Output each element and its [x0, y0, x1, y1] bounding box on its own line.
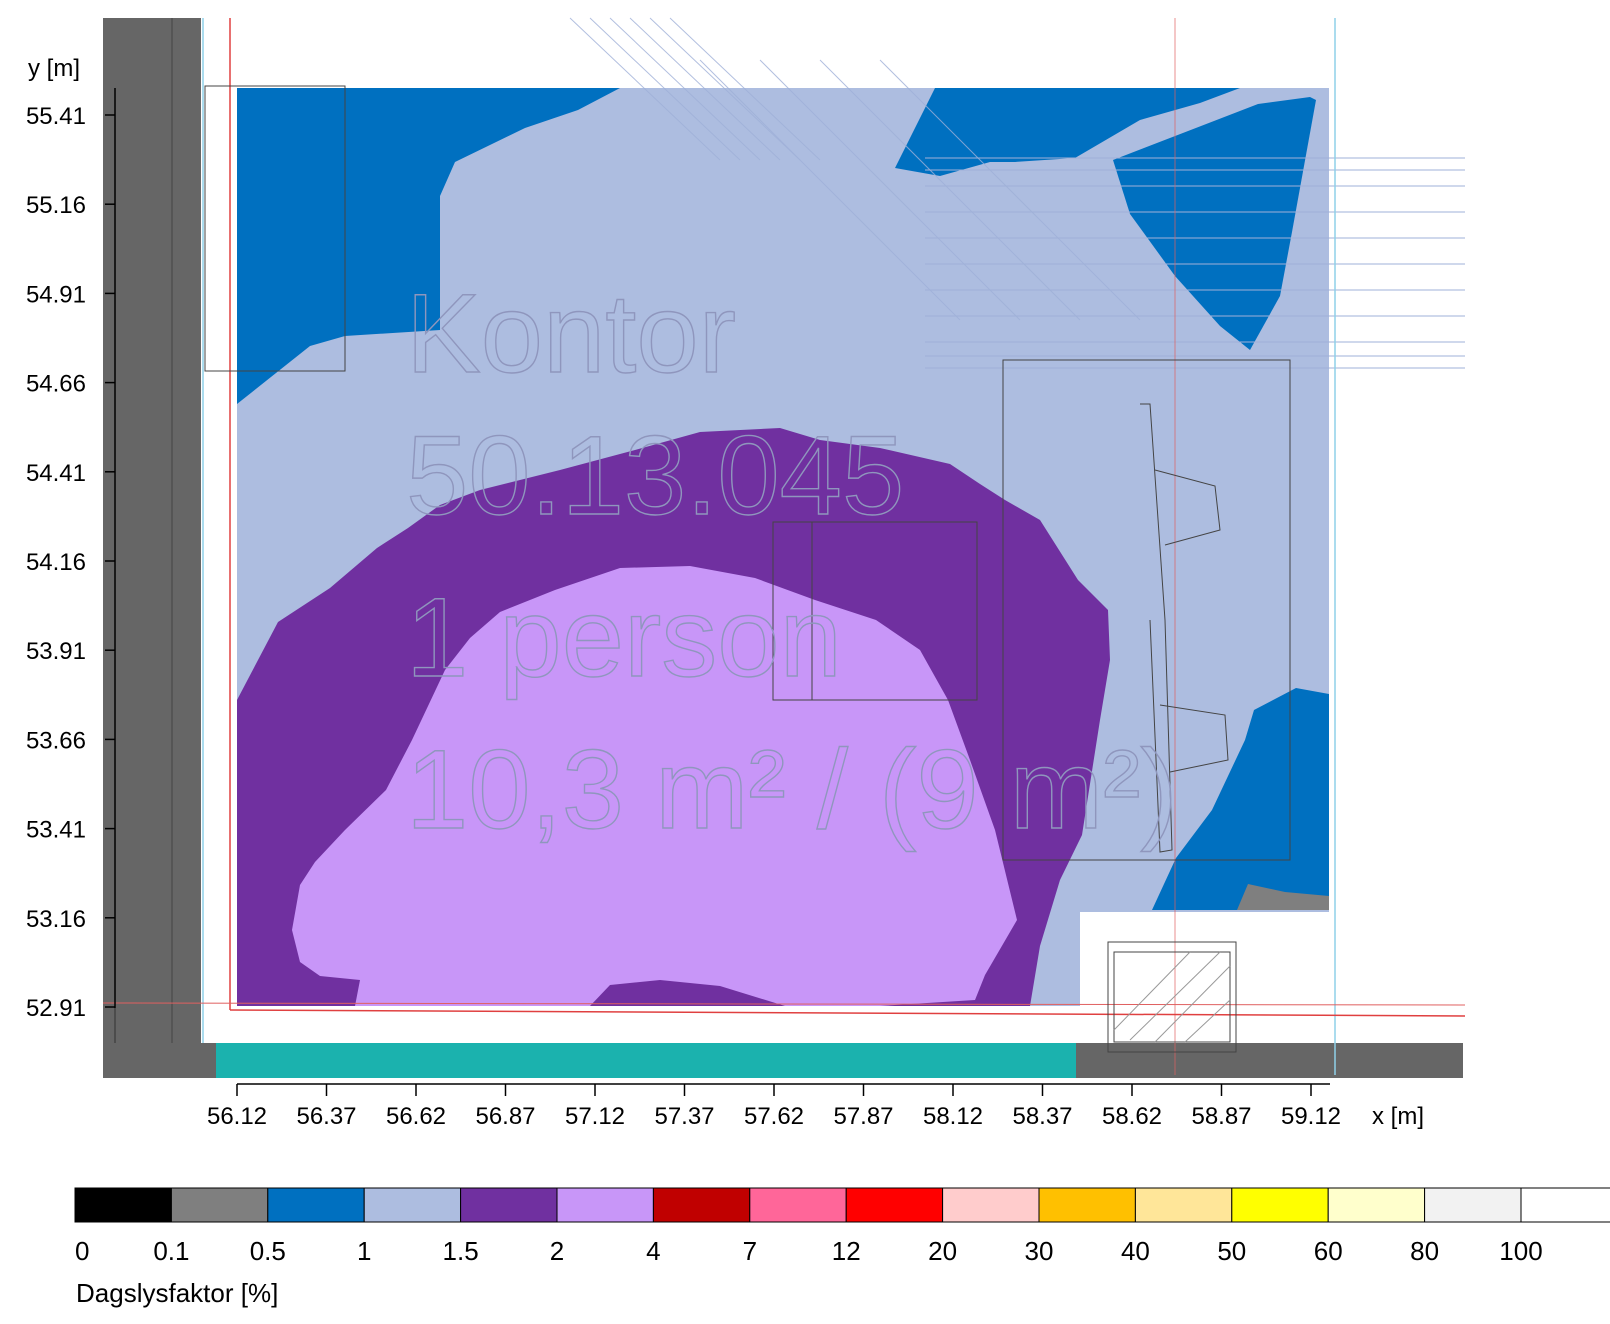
legend-swatch	[845, 1187, 944, 1223]
legend-tick-label: 0	[75, 1236, 89, 1266]
x-tick-label: 58.62	[1102, 1103, 1162, 1130]
y-axis-ticks: 55.41 55.16 54.91 54.66 54.41 54.16 53.91 53.66…	[26, 103, 115, 1022]
legend-swatch	[1327, 1187, 1426, 1223]
room-number: 50.13.045	[406, 413, 904, 538]
x-tick-label: 56.12	[207, 1103, 267, 1130]
legend-swatch	[1038, 1187, 1136, 1223]
legend-tick-label: 0.1	[153, 1236, 189, 1266]
y-tick-label: 55.41	[26, 103, 86, 130]
legend-tick-label: 40	[1121, 1236, 1150, 1266]
y-tick-label: 52.91	[26, 995, 86, 1022]
legend-labels: 0 0.1 0.5 1 1.5 2 4 7 12 20 30 40 50 60 80 100	[75, 1236, 1543, 1266]
x-axis-title: x [m]	[1372, 1103, 1424, 1130]
legend-tick-label: 4	[646, 1236, 660, 1266]
legend-title: Dagslysfaktor [%]	[76, 1278, 278, 1308]
legend-swatch	[363, 1187, 462, 1223]
y-tick-label: 54.91	[26, 281, 86, 308]
x-tick-label: 56.62	[386, 1103, 446, 1130]
y-tick-label: 53.91	[26, 638, 86, 665]
legend-swatch	[749, 1187, 847, 1223]
x-tick-label: 56.87	[475, 1103, 535, 1130]
y-tick-label: 54.66	[26, 371, 86, 398]
x-tick-label: 58.37	[1012, 1103, 1072, 1130]
legend-swatch	[652, 1187, 751, 1223]
legend-swatch	[74, 1187, 172, 1223]
legend-swatch	[556, 1187, 654, 1223]
legend-swatch	[1520, 1187, 1610, 1223]
legend-swatch	[1424, 1187, 1522, 1223]
legend-tick-label: 80	[1410, 1236, 1439, 1266]
zone-0.5-1-topleft	[237, 88, 620, 404]
legend-swatch	[267, 1187, 365, 1223]
y-axis-title: y [m]	[28, 55, 80, 82]
x-tick-label: 58.12	[923, 1103, 983, 1130]
wall-left	[103, 18, 201, 1078]
zone-0.5-1-right	[1113, 97, 1316, 350]
legend-tick-label: 20	[928, 1236, 957, 1266]
glazing-strip	[216, 1043, 1076, 1078]
room-name: Kontor	[406, 271, 736, 396]
legend-swatch	[170, 1187, 269, 1223]
zone-0.1-0.5	[1237, 884, 1329, 910]
x-tick-label: 57.37	[654, 1103, 714, 1130]
legend-tick-label: 30	[1025, 1236, 1054, 1266]
legend-tick-label: 1	[357, 1236, 371, 1266]
guide-line-red	[102, 1002, 1466, 1006]
x-axis-ticks: 56.12 56.37 56.62 56.87 57.12 57.37 57.62 57.87…	[207, 1084, 1341, 1130]
legend-swatch	[1231, 1187, 1329, 1223]
x-tick-label: 58.87	[1191, 1103, 1251, 1130]
x-tick-label: 56.37	[296, 1103, 356, 1130]
y-tick-label: 54.16	[26, 549, 86, 576]
y-tick-label: 55.16	[26, 192, 86, 219]
legend-tick-label: 12	[832, 1236, 861, 1266]
room-area: 10,3 m² / (9 m²)	[406, 727, 1178, 852]
room-occupancy: 1 person	[406, 575, 842, 700]
hatch-lines-top	[569, 17, 1141, 321]
zone-2-4	[292, 566, 1017, 1006]
legend-tick-label: 2	[550, 1236, 564, 1266]
legend-swatch	[942, 1187, 1040, 1223]
legend-tick-label: 1.5	[443, 1236, 479, 1266]
legend-tick-label: 0.5	[250, 1236, 286, 1266]
legend-tick-label: 50	[1217, 1236, 1246, 1266]
y-tick-label: 53.16	[26, 906, 86, 933]
legend-swatch	[460, 1187, 558, 1223]
hatch-lines-right	[925, 157, 1465, 369]
legend-tick-label: 60	[1314, 1236, 1343, 1266]
x-tick-label: 57.62	[744, 1103, 804, 1130]
zone-0.5-1-bottomright	[1152, 688, 1329, 910]
legend-swatch	[1134, 1187, 1233, 1223]
zone-0.5-1-top	[895, 88, 1240, 176]
legend-colorbar	[74, 1187, 1610, 1223]
x-tick-label: 59.12	[1281, 1103, 1341, 1130]
y-tick-label: 53.41	[26, 817, 86, 844]
legend-tick-label: 100	[1499, 1236, 1542, 1266]
y-tick-label: 53.66	[26, 727, 86, 754]
guide-line-red	[229, 1009, 1466, 1017]
hatch-window	[1113, 951, 1231, 1043]
x-tick-label: 57.87	[833, 1103, 893, 1130]
y-tick-label: 54.41	[26, 460, 86, 487]
room-cutout	[1080, 912, 1330, 1008]
x-tick-label: 57.12	[565, 1103, 625, 1130]
furniture-outlines	[204, 85, 1291, 1053]
legend-tick-label: 7	[743, 1236, 757, 1266]
